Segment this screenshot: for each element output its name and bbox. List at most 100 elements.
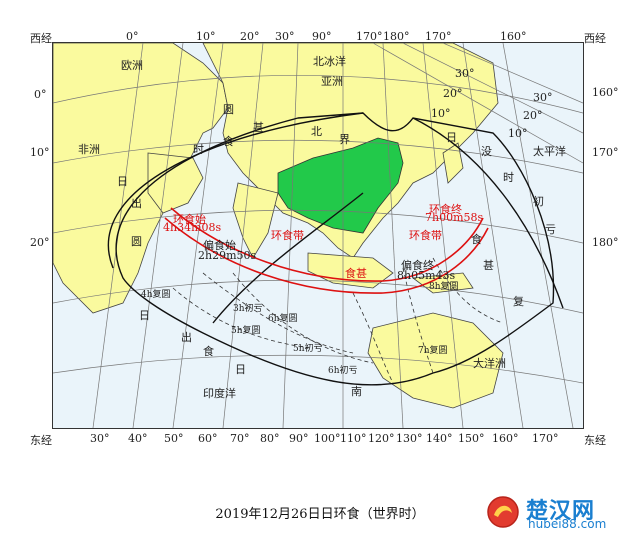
land-indonesia bbox=[307, 252, 394, 289]
bottom-lon-label: 130° bbox=[396, 432, 423, 445]
eclipse-end-time: 8h05m43s bbox=[397, 269, 456, 282]
top-lon-label: 0° bbox=[126, 30, 139, 43]
annular-start-label: 环食始 bbox=[173, 213, 206, 226]
annular-end-time: 7h00m58s bbox=[425, 211, 484, 224]
eclipse-start-label: 偏食始 bbox=[203, 239, 236, 252]
outline-label: 南 bbox=[351, 385, 362, 398]
outline-label: 甚 bbox=[483, 259, 494, 272]
bottom-lon-label: 160° bbox=[492, 432, 519, 445]
top-lon-label: 20° bbox=[240, 30, 260, 43]
map-canvas bbox=[53, 43, 583, 428]
top-lon-label: 30° bbox=[275, 30, 295, 43]
land-japan bbox=[442, 142, 464, 184]
left-lat-label: 0° bbox=[34, 88, 47, 101]
land-india bbox=[232, 182, 279, 259]
annular-start-time: 4h34m08s bbox=[163, 221, 222, 234]
corner-east-right: 东经 bbox=[584, 434, 606, 447]
watermark-logo: 楚汉网 hubei88.com bbox=[484, 493, 634, 531]
label-africa: 非洲 bbox=[78, 143, 100, 156]
bottom-lon-label: 80° bbox=[260, 432, 280, 445]
bottom-lon-label: 120° bbox=[368, 432, 395, 445]
grat-label-5: 20° bbox=[443, 87, 463, 100]
outline-label: 时 bbox=[503, 171, 514, 184]
contact-curves bbox=[172, 257, 504, 384]
eclipse-end-label: 偏食终 bbox=[401, 259, 434, 272]
bottom-lon-label: 70° bbox=[230, 432, 250, 445]
label-oceania: 大洋洲 bbox=[473, 357, 506, 370]
contact-label: 3h初亏 bbox=[233, 304, 263, 314]
outline-label: 初 bbox=[533, 195, 544, 208]
top-lon-label: 170° bbox=[356, 30, 383, 43]
label-arctic-ocean: 北冰洋 bbox=[313, 55, 346, 68]
map-caption: 2019年12月26日日环食（世界时） bbox=[215, 507, 425, 522]
band-text-left: 环食带 bbox=[271, 229, 304, 242]
outline-label: 复 bbox=[513, 295, 524, 308]
eclipse-map: 欧洲 北冰洋 亚洲 非洲 太平洋 大洋洲 印度洋 30° 20° 10° 30°… bbox=[52, 42, 584, 429]
label-pacific: 太平洋 bbox=[533, 145, 566, 158]
label-europe: 欧洲 bbox=[121, 59, 143, 72]
outline-label: 日 bbox=[446, 131, 457, 144]
outline-label: 日 bbox=[117, 175, 128, 188]
grat-label-6: 10° bbox=[431, 107, 451, 120]
outline-label: 食 bbox=[471, 233, 482, 246]
bottom-lon-label: 140° bbox=[426, 432, 453, 445]
outline-label: 界 bbox=[339, 133, 350, 146]
right-lat-label: 170° bbox=[592, 146, 619, 159]
band-text-mid: 食甚 bbox=[345, 267, 367, 280]
contact-label: 5h复圆 bbox=[231, 326, 261, 336]
eclipse-outline bbox=[107, 112, 564, 386]
grat-label-4: 30° bbox=[455, 67, 475, 80]
logo-icon bbox=[487, 496, 519, 528]
contact-label: 7h复圆 bbox=[418, 346, 448, 356]
left-lat-label: 20° bbox=[30, 236, 50, 249]
outline-label: 没 bbox=[481, 145, 492, 158]
bottom-lon-label: 100° bbox=[314, 432, 341, 445]
land-arabia bbox=[147, 152, 204, 214]
bottom-lon-label: 90° bbox=[289, 432, 309, 445]
corner-west-right: 西经 bbox=[584, 32, 606, 45]
watermark-url: hubei88.com bbox=[528, 517, 607, 531]
label-indian-ocean: 印度洋 bbox=[203, 387, 236, 400]
outline-label: 出 bbox=[181, 331, 192, 344]
top-lon-label: 180° bbox=[383, 30, 410, 43]
right-lat-label: 160° bbox=[592, 86, 619, 99]
grat-label-2: 20° bbox=[523, 109, 543, 122]
grat-label-3: 10° bbox=[508, 127, 528, 140]
outline-label: 食 bbox=[203, 345, 214, 358]
bottom-lon-label: 30° bbox=[90, 432, 110, 445]
bottom-lon-label: 50° bbox=[164, 432, 184, 445]
left-lat-label: 10° bbox=[30, 146, 50, 159]
outline-label: 亏 bbox=[545, 223, 556, 236]
contact-label: 6h复圆 bbox=[268, 314, 298, 324]
outline-label: 日 bbox=[139, 309, 150, 322]
outline-label: 圆 bbox=[131, 235, 142, 248]
contact-label: 5h初亏 bbox=[293, 344, 323, 354]
bottom-lon-label: 110° bbox=[340, 432, 367, 445]
label-asia: 亚洲 bbox=[321, 75, 343, 88]
band-text-right: 环食带 bbox=[409, 229, 442, 242]
bottom-lon-label: 40° bbox=[128, 432, 148, 445]
outline-label: 时 bbox=[193, 143, 204, 156]
bottom-lon-label: 60° bbox=[198, 432, 218, 445]
annular-band bbox=[164, 207, 489, 294]
watermark-title: 楚汉网 bbox=[526, 499, 596, 524]
contact-label: 4h复圆 bbox=[141, 290, 171, 300]
contact-label: 6h初亏 bbox=[328, 366, 358, 376]
top-lon-label: 160° bbox=[500, 30, 527, 43]
outline-label: 出 bbox=[131, 197, 142, 210]
outline-label: 食 bbox=[223, 135, 234, 148]
top-lon-label: 90° bbox=[312, 30, 332, 43]
eclipse-start-time: 2h29m50s bbox=[198, 249, 257, 262]
grat-label-1: 30° bbox=[533, 91, 553, 104]
outline-label: 圆 bbox=[223, 103, 234, 116]
outline-label: 甚 bbox=[253, 121, 264, 134]
graticule bbox=[53, 43, 583, 428]
outline-label: 北 bbox=[311, 125, 322, 138]
contact-label: 8h复圆 bbox=[429, 282, 459, 292]
land-newguinea bbox=[411, 272, 474, 294]
right-lat-label: 180° bbox=[592, 236, 619, 249]
bottom-lon-label: 170° bbox=[532, 432, 559, 445]
annular-end-label: 环食终 bbox=[429, 203, 462, 216]
land-australia bbox=[367, 312, 504, 409]
corner-east-left: 东经 bbox=[30, 434, 52, 447]
